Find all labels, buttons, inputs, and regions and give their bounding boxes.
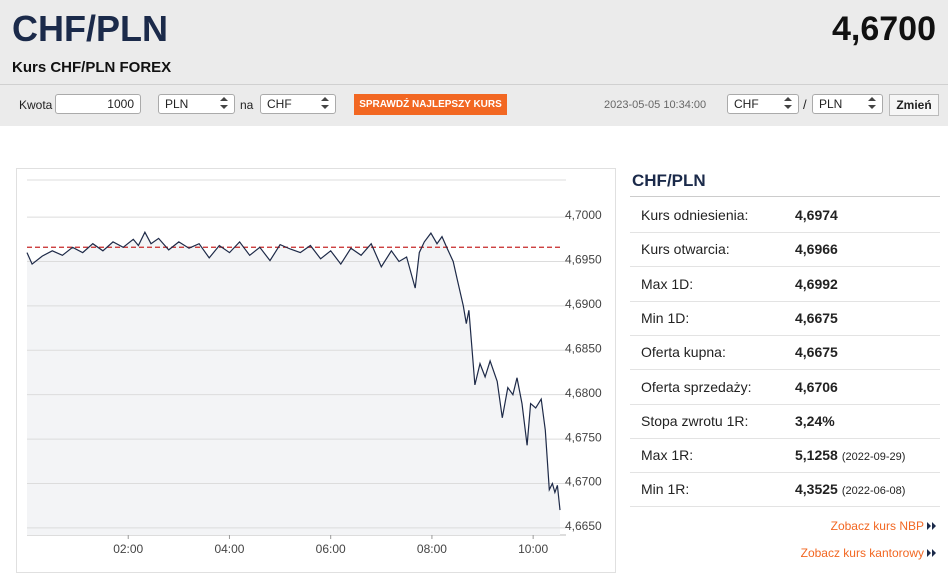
stat-label: Stopa zwrotu 1R: bbox=[641, 412, 749, 429]
stat-number: 4,6992 bbox=[795, 275, 838, 292]
stat-value: 5,1258 (2022-09-29) bbox=[795, 447, 905, 463]
y-tick-label: 4,6700 bbox=[565, 475, 602, 489]
stat-number: 4,6706 bbox=[795, 378, 838, 395]
stat-value: 4,6706 bbox=[795, 379, 838, 395]
stats-row: Max 1R: 5,1258 (2022-09-29) bbox=[630, 438, 940, 474]
y-tick-label: 4,6950 bbox=[565, 253, 602, 267]
stat-number: 4,6966 bbox=[795, 241, 838, 258]
stat-label: Max 1R: bbox=[641, 447, 694, 464]
best-rate-button[interactable]: SPRAWDŹ NAJLEPSZY KURS bbox=[354, 94, 507, 115]
stat-number: 5,1258 bbox=[795, 447, 838, 464]
stat-note: (2022-06-08) bbox=[841, 485, 906, 498]
pair-title: CHF/PLN bbox=[12, 8, 168, 49]
stat-value: 4,6974 bbox=[795, 207, 838, 223]
stats-title: CHF/PLN bbox=[632, 171, 706, 190]
stat-label: Oferta sprzedaży: bbox=[641, 378, 752, 395]
amount-label: Kwota bbox=[19, 98, 53, 112]
x-tick-label: 04:00 bbox=[214, 542, 244, 556]
to-select[interactable]: CHF bbox=[260, 94, 336, 114]
y-tick-label: 4,6800 bbox=[565, 386, 602, 400]
stat-value: 4,6992 bbox=[795, 276, 838, 292]
stat-label: Oferta kupna: bbox=[641, 344, 726, 361]
x-tick-label: 02:00 bbox=[113, 542, 143, 556]
arrow-icon bbox=[927, 549, 936, 557]
chart-panel: 4,6650 4,6700 4,6750 4,6800 4,6850 4,6900 4,69… bbox=[16, 168, 616, 573]
stat-label: Max 1D: bbox=[641, 275, 694, 292]
arrow-shape bbox=[927, 522, 936, 530]
x-tick-label: 10:00 bbox=[518, 542, 548, 556]
stat-value: 4,6966 bbox=[795, 241, 838, 257]
current-rate: 4,6700 bbox=[832, 10, 936, 48]
chart: 4,6650 4,6700 4,6750 4,6800 4,6850 4,6900 4,69… bbox=[26, 179, 602, 556]
pair-to-select[interactable]: PLN bbox=[812, 94, 883, 114]
x-tick-label: 06:00 bbox=[316, 542, 346, 556]
stats-row: Oferta kupna: 4,6675 bbox=[630, 335, 940, 371]
y-tick-label: 4,6850 bbox=[565, 341, 602, 355]
header: CHF/PLN 4,6700 Kurs CHF/PLN FOREX Kwota … bbox=[0, 0, 948, 126]
stats-row: Stopa zwrotu 1R: 3,24% bbox=[630, 404, 940, 439]
stat-value: 4,6675 bbox=[795, 310, 838, 326]
stats-row: Kurs otwarcia: 4,6966 bbox=[630, 232, 940, 268]
amount-input[interactable]: 1000 bbox=[55, 94, 141, 114]
stat-label: Kurs otwarcia: bbox=[641, 241, 730, 258]
y-tick-label: 4,7000 bbox=[565, 208, 602, 222]
na-label: na bbox=[240, 98, 254, 112]
stat-number: 4,3525 bbox=[795, 481, 838, 498]
stat-value: 4,6675 bbox=[795, 344, 838, 360]
separator: / bbox=[803, 97, 807, 112]
area bbox=[27, 232, 560, 535]
divider bbox=[0, 84, 948, 85]
stat-note: (2022-09-29) bbox=[841, 451, 906, 464]
pair-from-select[interactable]: CHF bbox=[727, 94, 799, 114]
from-select[interactable]: PLN bbox=[158, 94, 235, 114]
y-tick-label: 4,6650 bbox=[565, 519, 602, 533]
arrow-shape bbox=[927, 549, 936, 557]
stat-value: 4,3525 (2022-06-08) bbox=[795, 481, 905, 497]
y-tick-label: 4,6900 bbox=[565, 297, 602, 311]
x-tick-label: 08:00 bbox=[417, 542, 447, 556]
stats-row: Kurs odniesienia: 4,6974 bbox=[630, 198, 940, 233]
arrow-icon bbox=[927, 522, 936, 530]
stat-value: 3,24% bbox=[795, 413, 835, 429]
price-line bbox=[26, 230, 561, 511]
stats-row: Min 1R: 4,3525 (2022-06-08) bbox=[630, 472, 940, 508]
stats-divider bbox=[630, 196, 940, 197]
stat-label: Min 1R: bbox=[641, 481, 690, 498]
subtitle: Kurs CHF/PLN FOREX bbox=[12, 59, 172, 76]
stat-number: 4,6675 bbox=[795, 309, 838, 326]
link[interactable]: Zobacz kurs NBP bbox=[830, 519, 924, 533]
stats-row: Max 1D: 4,6992 bbox=[630, 267, 940, 302]
swap-button[interactable]: Zmień bbox=[889, 94, 939, 116]
stats-row: Oferta sprzedaży: 4,6706 bbox=[630, 370, 940, 405]
stats-row: Min 1D: 4,6675 bbox=[630, 301, 940, 336]
link[interactable]: Zobacz kurs kantorowy bbox=[800, 546, 924, 560]
stat-label: Min 1D: bbox=[641, 309, 690, 326]
stat-number: 4,6974 bbox=[795, 207, 838, 223]
stat-label: Kurs odniesienia: bbox=[641, 207, 749, 223]
y-tick-label: 4,6750 bbox=[565, 430, 602, 444]
stat-number: 4,6675 bbox=[795, 344, 838, 361]
timestamp: 2023-05-05 10:34:00 bbox=[604, 99, 707, 111]
stat-number: 3,24% bbox=[795, 412, 835, 429]
